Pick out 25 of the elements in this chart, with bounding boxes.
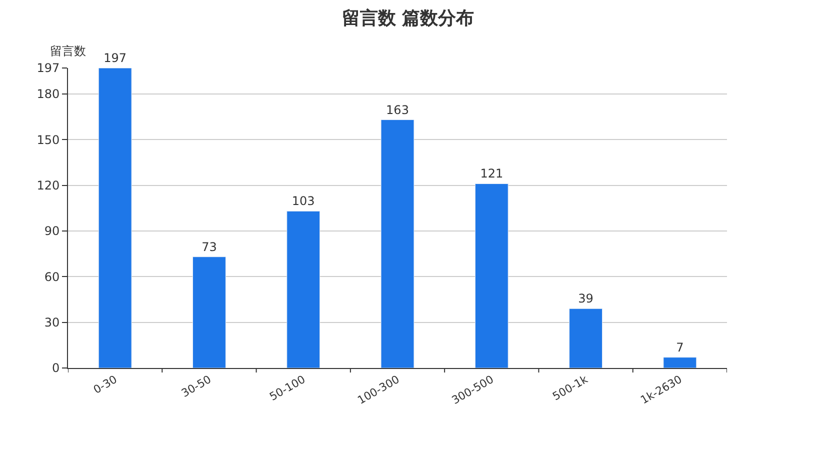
bar	[569, 308, 603, 368]
bar	[192, 256, 226, 368]
chart-title: 留言数 篇数分布	[342, 8, 474, 30]
y-tick-label: 150	[36, 132, 60, 147]
y-tick-label: 60	[44, 270, 60, 284]
data-label: 7	[676, 340, 684, 354]
x-tick-label: 0-30	[91, 372, 120, 397]
data-label: 39	[578, 292, 594, 306]
y-tick-label: 180	[36, 87, 60, 102]
bar	[286, 210, 320, 368]
bar	[380, 120, 414, 368]
y-tick-label: 90	[44, 224, 60, 238]
data-label: 103	[292, 194, 315, 208]
bar	[663, 357, 697, 368]
y-tick-label: 30	[44, 316, 60, 330]
data-label: 73	[202, 240, 217, 254]
y-tick-label: 120	[36, 178, 60, 192]
y-tick-label: 197	[36, 61, 60, 76]
data-label: 121	[480, 166, 504, 181]
data-label: 197	[104, 51, 127, 65]
bar	[98, 68, 132, 368]
y-tick-label: 0	[52, 361, 60, 376]
bar	[474, 183, 508, 368]
y-axis-title: 留言数	[50, 44, 86, 58]
data-label: 163	[386, 102, 409, 117]
